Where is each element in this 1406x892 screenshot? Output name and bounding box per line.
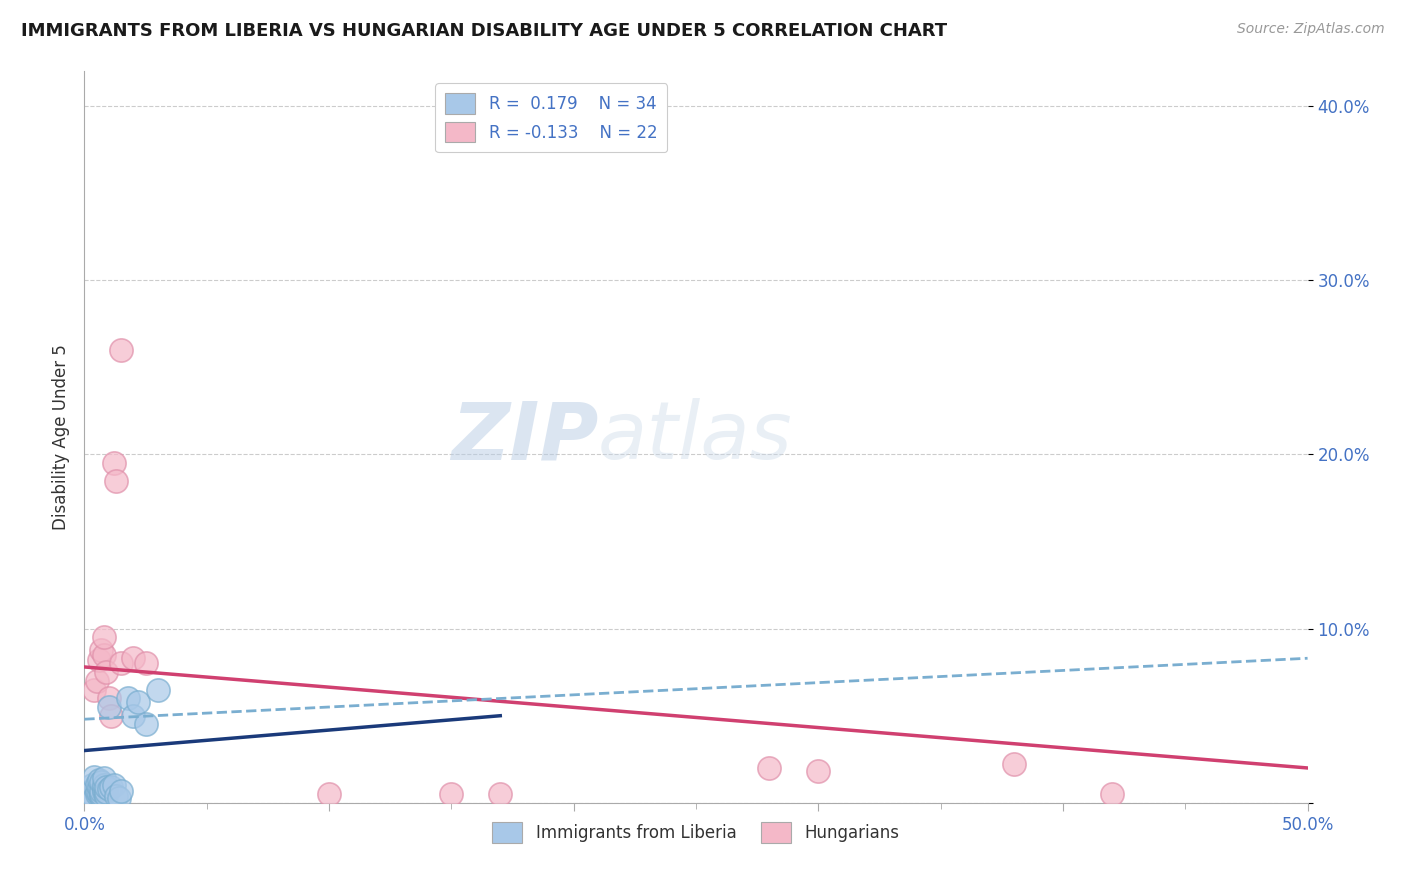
Point: [110, 783, 132, 797]
Point: [122, 651, 145, 665]
Point: [86, 777, 108, 791]
Y-axis label: Disability Age Under 5: Disability Age Under 5: [52, 344, 70, 530]
Point: [77, 785, 100, 799]
Point: [97, 691, 120, 706]
Point: [80, 778, 103, 792]
Point: [440, 787, 463, 801]
Point: [103, 456, 125, 470]
Point: [110, 343, 132, 357]
Point: [93, 772, 115, 786]
Point: [135, 657, 157, 671]
Point: [807, 764, 830, 779]
Point: [1101, 787, 1123, 801]
Point: [93, 785, 115, 799]
Point: [96, 789, 118, 803]
Point: [96, 665, 118, 680]
Point: [90, 783, 112, 797]
Text: ZIP: ZIP: [451, 398, 598, 476]
Point: [100, 708, 122, 723]
Point: [93, 781, 115, 796]
Point: [90, 642, 112, 657]
Point: [103, 778, 125, 792]
Point: [489, 787, 512, 801]
Point: [122, 708, 145, 723]
Point: [100, 780, 122, 794]
Point: [97, 700, 120, 714]
Point: [80, 792, 103, 806]
Text: atlas: atlas: [598, 398, 793, 476]
Point: [96, 785, 118, 799]
Point: [87, 787, 110, 801]
Point: [318, 787, 340, 801]
Point: [90, 787, 112, 801]
Text: Source: ZipAtlas.com: Source: ZipAtlas.com: [1237, 22, 1385, 37]
Point: [135, 717, 157, 731]
Point: [127, 695, 149, 709]
Point: [96, 780, 118, 794]
Point: [87, 773, 110, 788]
Point: [1002, 757, 1025, 772]
Point: [93, 648, 115, 662]
Point: [110, 657, 132, 671]
Point: [105, 474, 128, 488]
Point: [93, 631, 115, 645]
Point: [86, 673, 108, 688]
Point: [758, 761, 780, 775]
Point: [105, 789, 128, 803]
Point: [97, 781, 120, 796]
Point: [83, 682, 105, 697]
Point: [86, 783, 108, 797]
Point: [87, 780, 110, 794]
Point: [146, 682, 169, 697]
Point: [93, 778, 115, 792]
Legend: Immigrants from Liberia, Hungarians: Immigrants from Liberia, Hungarians: [485, 815, 907, 849]
Point: [107, 790, 129, 805]
Point: [83, 790, 105, 805]
Point: [86, 787, 108, 801]
Text: IMMIGRANTS FROM LIBERIA VS HUNGARIAN DISABILITY AGE UNDER 5 CORRELATION CHART: IMMIGRANTS FROM LIBERIA VS HUNGARIAN DIS…: [21, 22, 948, 40]
Point: [90, 775, 112, 789]
Point: [117, 691, 139, 706]
Point: [90, 789, 112, 803]
Point: [83, 770, 105, 784]
Point: [87, 653, 110, 667]
